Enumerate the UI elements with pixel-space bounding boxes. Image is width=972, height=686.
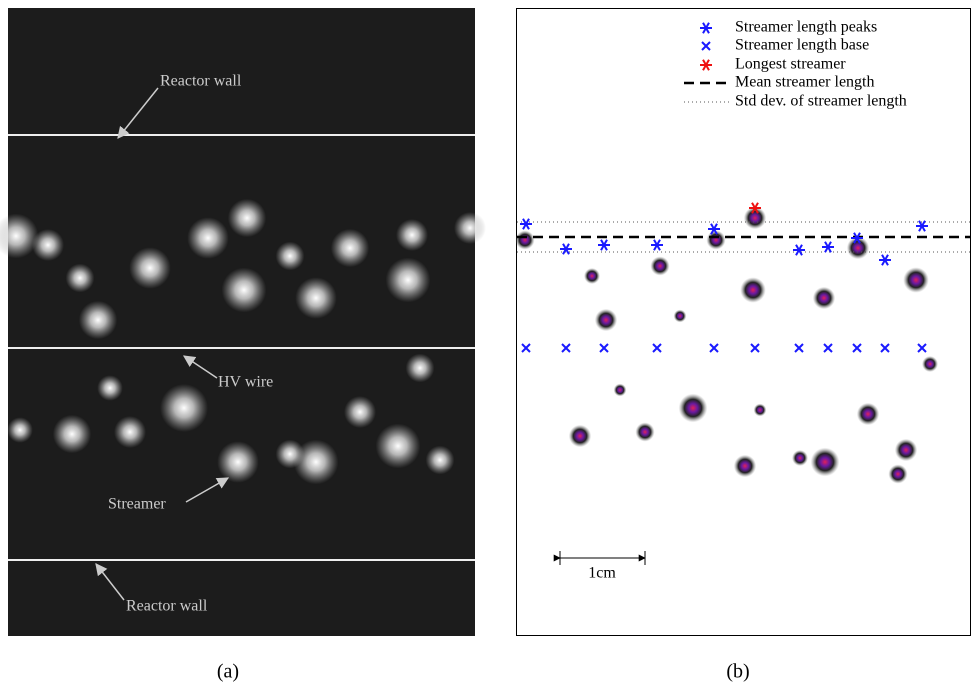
panel-b-image	[516, 8, 971, 636]
streamer	[160, 384, 208, 432]
streamer-spot	[810, 447, 840, 477]
streamer	[330, 228, 370, 268]
streamer-spot	[594, 308, 618, 332]
streamer	[275, 439, 305, 469]
cross-stroke	[599, 343, 609, 353]
cross-stroke	[701, 41, 711, 51]
arrow	[185, 477, 230, 503]
streamer-spot	[706, 230, 726, 250]
asterisk-stroke	[853, 232, 861, 244]
cross-stroke	[917, 343, 927, 353]
streamer-spot	[740, 277, 766, 303]
legend-label: Std dev. of streamer length	[735, 93, 907, 110]
streamer	[221, 267, 267, 313]
annotation: Reactor wall	[160, 73, 242, 90]
streamer	[114, 416, 146, 448]
asterisk-stroke	[918, 220, 926, 232]
streamers	[0, 198, 486, 485]
panel-a-image	[8, 8, 475, 636]
streamer	[78, 300, 118, 340]
streamer-spot	[894, 438, 918, 462]
annotation: Streamer	[108, 496, 166, 513]
annotation: Reactor wall	[126, 598, 208, 615]
streamer-spot	[673, 309, 687, 323]
streamer	[32, 229, 64, 261]
streamer	[425, 445, 455, 475]
streamer-spot	[846, 236, 870, 260]
streamer-spot	[743, 206, 767, 230]
cross-stroke	[880, 343, 890, 353]
legend-label: Mean streamer length	[735, 74, 875, 91]
streamer-spot	[613, 383, 627, 397]
streamer-spot	[753, 403, 767, 417]
streamer-spot	[678, 393, 708, 423]
streamer-spot	[584, 268, 600, 284]
streamer	[0, 213, 39, 259]
streamer-spot	[888, 464, 908, 484]
streamer	[65, 263, 95, 293]
streamer-spot	[650, 256, 670, 276]
streamer	[217, 441, 259, 483]
streamer	[385, 257, 431, 303]
streamer	[7, 417, 33, 443]
asterisk-stroke	[653, 239, 661, 251]
asterisk-stroke	[881, 254, 889, 266]
streamer	[344, 396, 376, 428]
annotation: HV wire	[218, 374, 273, 391]
streamers	[515, 206, 938, 484]
cross-stroke	[750, 343, 760, 353]
streamer	[52, 414, 92, 454]
streamer-spot	[635, 422, 655, 442]
streamer	[396, 219, 428, 251]
arrow	[95, 563, 125, 601]
asterisk-stroke	[522, 218, 530, 230]
cross-stroke	[521, 343, 531, 353]
streamer	[295, 277, 337, 319]
scale-label: 1cm	[588, 565, 616, 582]
asterisk-stroke	[824, 241, 832, 253]
asterisk-stroke	[562, 243, 570, 255]
streamer-spot	[856, 402, 880, 426]
streamer-spot	[568, 424, 592, 448]
asterisk-stroke	[600, 239, 608, 251]
legend-label: Streamer length base	[735, 37, 869, 54]
cross-stroke	[852, 343, 862, 353]
streamer	[187, 217, 229, 259]
streamer	[454, 212, 486, 244]
legend-label: Streamer length peaks	[735, 19, 877, 36]
streamer	[97, 375, 123, 401]
markers	[520, 22, 928, 353]
asterisk-stroke	[795, 244, 803, 256]
streamer-spot	[812, 286, 836, 310]
streamer	[129, 247, 171, 289]
streamer-spot	[733, 454, 757, 478]
asterisk-stroke	[702, 22, 710, 34]
streamer-spot	[922, 356, 938, 372]
arrow	[183, 355, 218, 379]
cross-stroke	[561, 343, 571, 353]
asterisk-stroke	[751, 202, 759, 214]
caption: (a)	[217, 661, 239, 683]
streamer-spot	[792, 450, 808, 466]
legend-label: Longest streamer	[735, 56, 846, 73]
streamer-spot	[903, 267, 929, 293]
streamer	[227, 198, 267, 238]
asterisk-stroke	[702, 59, 710, 71]
streamer-spot	[515, 230, 535, 250]
streamer	[293, 439, 339, 485]
cross-stroke	[794, 343, 804, 353]
asterisk-stroke	[710, 223, 718, 235]
caption: (b)	[726, 661, 749, 683]
arrow	[117, 87, 159, 139]
cross-stroke	[823, 343, 833, 353]
streamer	[405, 353, 435, 383]
cross-stroke	[652, 343, 662, 353]
streamer	[275, 241, 305, 271]
cross-stroke	[709, 343, 719, 353]
streamer	[375, 423, 421, 469]
